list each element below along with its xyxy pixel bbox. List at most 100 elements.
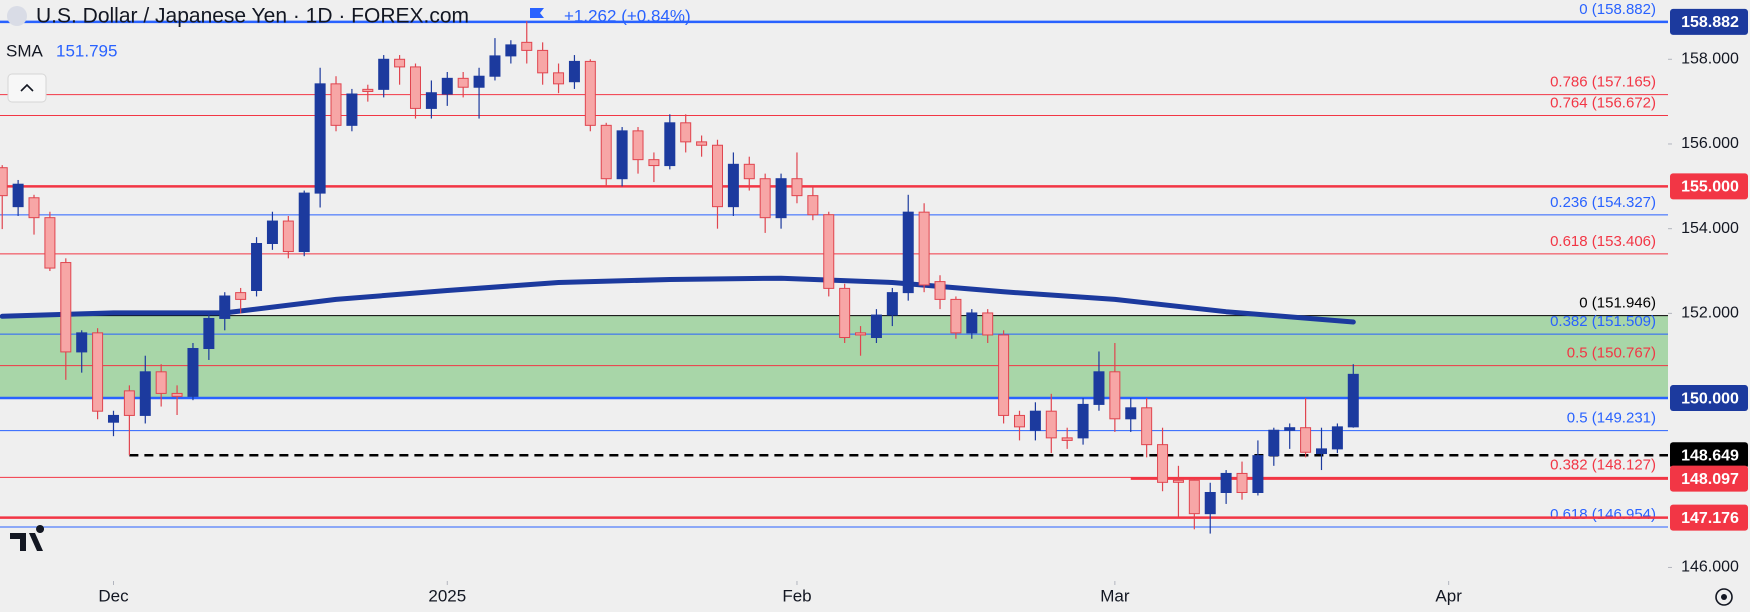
candle-body [346,93,358,126]
collapse-button[interactable] [7,73,47,103]
price-box-label: 155.000 [1681,179,1739,196]
candle-body [600,124,612,180]
indicator-name: SMA [6,41,44,60]
candle-body [362,88,374,92]
candle-body [425,92,437,109]
candle-body [1093,371,1105,405]
candle-body [1013,414,1025,428]
candle-body [680,122,692,143]
price-box-label: 148.097 [1681,471,1739,488]
candle-body [171,392,183,397]
candle-body [409,66,421,109]
candle-body [886,292,898,316]
x-tick-label: 2025 [428,586,466,605]
candle-body [1284,427,1296,431]
candle-body [934,281,946,300]
candle-body [727,163,739,208]
candle-body [1236,472,1248,493]
candle-body [1125,407,1137,420]
fib-level-label: 0.382 (151.509) [1550,313,1656,330]
candle-body [314,83,326,194]
x-tick-label: Mar [1100,586,1130,605]
candle-body [823,214,835,289]
candle-body [1268,429,1280,457]
candle-body [155,371,167,394]
y-tick-label: 156.000 [1681,135,1739,152]
fib-level-label: 0.618 (146.954) [1550,506,1656,523]
collapse-icon [20,83,34,92]
candle-body [282,220,294,253]
candle-body [696,141,708,146]
price-box-label: 150.000 [1681,390,1739,407]
candle-body [1204,491,1216,515]
price-box [1670,442,1748,469]
price-box [1670,465,1748,492]
candle-body [28,197,40,219]
candle-body [982,312,994,336]
candle-body [1029,410,1041,431]
candle-body [251,242,263,292]
candle-body [107,414,119,423]
candle-body [505,44,517,57]
candle-body [76,332,88,353]
candle-body [123,390,135,416]
candle-body [441,77,453,95]
candle-body [855,332,867,336]
x-tick-label: Dec [98,586,129,605]
price-box [1670,385,1748,412]
candle-body [187,348,199,397]
candle-body [0,167,8,197]
fib-level-label: 0.786 (157.165) [1550,74,1656,91]
candle-body [219,295,231,319]
candle-body [616,130,628,180]
candle-body [489,55,501,77]
candle-body [537,49,549,74]
candle-body [1077,403,1089,439]
candle-body [839,287,851,339]
candle-body [378,58,390,90]
overlay: U.S. Dollar / Japanese Yen · 1D · FOREX.… [6,5,1733,606]
candle-body [1300,427,1312,453]
x-tick-label: Apr [1435,586,1462,605]
candle-body [1141,407,1153,446]
zone [0,315,1668,399]
fib-level-label: 0 (151.946) [1579,295,1656,312]
y-tick-label: 154.000 [1681,220,1739,237]
price-change: +1.262 (+0.84%) [564,6,691,25]
candle-body [950,298,962,334]
candle-body [330,83,342,126]
candle-body [1252,455,1264,493]
indicator-value: 151.795 [56,41,117,60]
fib-level-label: 0.764 (156.672) [1550,94,1656,111]
candle-body [918,211,930,286]
flag-icon [7,6,27,26]
candle-body [12,183,24,208]
fib-level-label: 0 (158.882) [1579,1,1656,18]
candle-body [1109,371,1121,420]
price-box [1670,504,1748,531]
candle-body [1188,479,1200,515]
candle-body [203,317,215,350]
chart-title: U.S. Dollar / Japanese Yen · 1D · FOREX.… [36,5,469,28]
y-tick-label: 146.000 [1681,559,1739,576]
candle-body [473,75,485,88]
candle-body [235,292,247,300]
candle-body [791,178,803,197]
candle-body [759,178,771,219]
x-tick-label: Feb [782,586,811,605]
candle-body [457,77,469,88]
y-tick-label: 152.000 [1681,305,1739,322]
fib-level-label: 0.5 (150.767) [1567,345,1656,362]
candle-body [902,211,914,294]
candle-body [1045,410,1057,439]
candle-body [92,332,104,412]
candle-body [584,60,596,126]
candle-body [870,314,882,339]
candle-body [298,192,310,253]
settings-button[interactable] [1715,588,1733,606]
price-box [1670,8,1748,35]
price-box [1670,173,1748,200]
candle-body [1315,448,1327,455]
candle-body [632,130,644,161]
